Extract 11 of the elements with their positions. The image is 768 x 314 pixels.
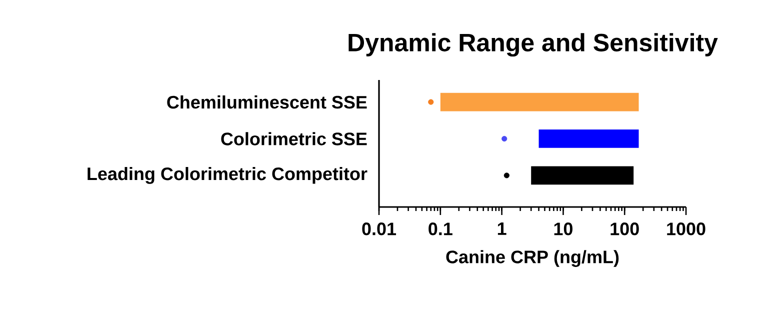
y-tick-label: Chemiluminescent SSE [167, 95, 367, 109]
x-tick-label: 100 [610, 222, 639, 236]
y-tick-label: Colorimetric SSE [221, 132, 367, 146]
chart-title: Dynamic Range and Sensitivity [348, 33, 718, 57]
y-tick-label: Leading Colorimetric Competitor [88, 167, 368, 184]
x-tick-label: 1 [498, 222, 506, 235]
x-axis-title: Canine CRP (ng/mL) [446, 250, 619, 267]
x-tick-label: 0.1 [428, 222, 452, 236]
x-tick-label: 10 [554, 222, 572, 236]
x-tick-label: 1000 [667, 222, 706, 236]
x-tick-label: 0.01 [362, 222, 396, 236]
